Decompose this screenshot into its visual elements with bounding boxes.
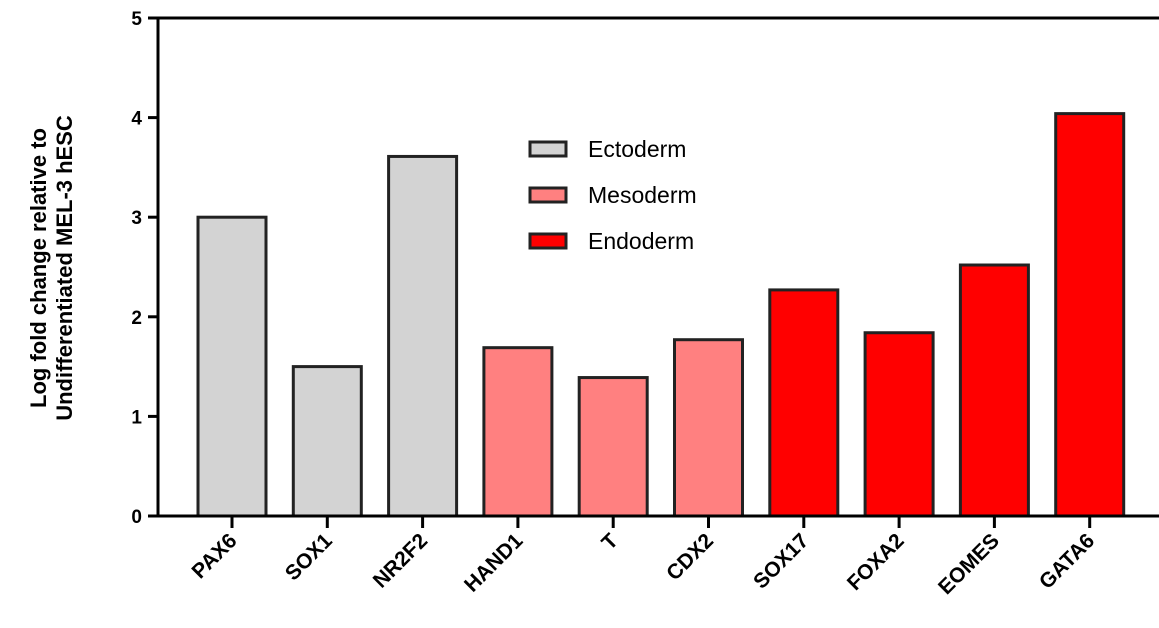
x-tick-label-cdx2: CDX2 — [662, 529, 718, 585]
x-tick-label-pax6: PAX6 — [188, 529, 242, 583]
legend-swatch-endoderm — [528, 232, 568, 250]
bar-eomes — [958, 263, 1030, 518]
legend-swatch-ectoderm — [528, 140, 568, 158]
y-tick-label-0: 0 — [131, 507, 142, 528]
x-tick-label-sox17: SOX17 — [749, 529, 813, 593]
x-tick-label-sox1: SOX1 — [281, 529, 337, 585]
y-tick-label-5: 5 — [131, 9, 142, 30]
x-tick-label-nr2f2: NR2F2 — [369, 529, 432, 592]
y-axis-title-line-1: Log fold change relative to — [26, 128, 51, 408]
y-tick-label-3: 3 — [131, 208, 142, 229]
bar-sox17 — [768, 288, 840, 518]
x-tick-label-t: T — [597, 529, 622, 554]
bar-foxa2 — [863, 331, 935, 518]
legend-swatch-mesoderm — [528, 186, 568, 204]
bars-layer — [196, 112, 1126, 518]
y-tick-label-1: 1 — [131, 407, 142, 428]
legend-label-mesoderm: Mesoderm — [588, 182, 697, 208]
axes-layer — [156, 16, 1159, 518]
bar-pax6 — [196, 215, 268, 518]
x-tick-label-eomes: EOMES — [934, 529, 1004, 599]
x-ticks-layer: PAX6 SOX1 NR2F2 HAND1 T CDX2 SOX17 FOXA2 EOMES GA… — [188, 516, 1099, 599]
bar-sox1 — [291, 365, 363, 518]
bar-gata6 — [1054, 112, 1126, 518]
legend: Ectoderm Mesoderm Endoderm — [528, 136, 697, 254]
bar-hand1 — [482, 346, 554, 518]
bar-t — [577, 376, 649, 518]
y-ticks-layer: 0 1 2 3 4 5 — [131, 9, 158, 528]
y-axis-title: Log fold change relative to Undifferenti… — [26, 115, 77, 421]
legend-label-endoderm: Endoderm — [588, 228, 694, 254]
y-tick-label-4: 4 — [131, 109, 142, 130]
legend-label-ectoderm: Ectoderm — [588, 136, 686, 162]
x-tick-label-hand1: HAND1 — [460, 529, 528, 597]
bar-cdx2 — [673, 338, 744, 518]
y-axis-title-line-2: Undifferentiated MEL-3 hESC — [52, 115, 77, 421]
bar-nr2f2 — [387, 154, 459, 518]
x-tick-label-foxa2: FOXA2 — [843, 529, 909, 595]
y-tick-label-2: 2 — [131, 308, 142, 329]
x-tick-label-gata6: GATA6 — [1035, 529, 1099, 593]
